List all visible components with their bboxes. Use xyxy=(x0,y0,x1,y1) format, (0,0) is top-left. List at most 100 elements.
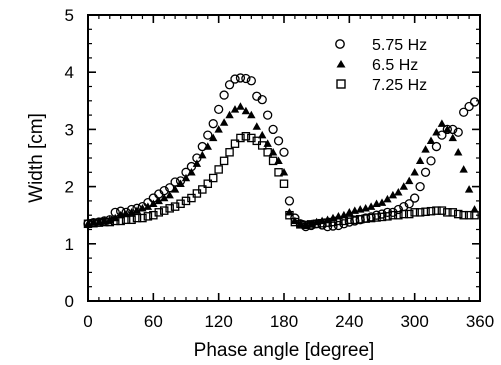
data-point-square xyxy=(127,215,136,225)
data-point-triangle xyxy=(366,202,376,210)
y-tick-label: 3 xyxy=(65,120,74,139)
data-point-triangle xyxy=(198,150,207,159)
data-point-square xyxy=(350,215,360,225)
data-point-triangle xyxy=(219,118,229,126)
legend-item-series-1: 5.75 Hz xyxy=(335,37,427,54)
legend-label-series-2: 6.5 Hz xyxy=(372,57,418,74)
data-point-triangle xyxy=(443,125,452,133)
data-point-square xyxy=(394,210,403,220)
data-point-square xyxy=(268,156,278,166)
data-point-triangle xyxy=(176,179,185,187)
x-tick-label: 300 xyxy=(400,312,428,331)
data-point-square xyxy=(236,133,245,143)
data-point-square xyxy=(257,141,267,150)
data-point-square xyxy=(143,212,153,221)
data-point-square xyxy=(328,217,338,227)
data-point-square xyxy=(443,208,452,217)
data-point-square xyxy=(274,168,283,177)
data-point-triangle xyxy=(377,198,387,206)
data-point-triangle xyxy=(160,193,169,202)
y-tick-label: 0 xyxy=(65,292,74,311)
data-point-square xyxy=(399,209,409,219)
data-point-circle xyxy=(404,199,414,209)
data-point-triangle xyxy=(181,173,191,182)
data-point-square xyxy=(404,209,414,219)
x-tick-label: 60 xyxy=(144,312,163,331)
data-point-triangle xyxy=(454,147,463,156)
data-point-triangle xyxy=(405,176,414,185)
data-point-square xyxy=(132,213,142,223)
data-point-triangle xyxy=(132,206,142,214)
data-point-square xyxy=(94,218,104,227)
x-tick-label: 180 xyxy=(270,312,298,331)
data-point-square xyxy=(89,218,98,228)
data-point-circle xyxy=(208,119,218,129)
data-point-square xyxy=(252,136,262,146)
x-axis-label: Phase angle [degree] xyxy=(194,340,375,361)
data-point-square xyxy=(334,216,343,226)
data-point-square xyxy=(361,214,370,223)
data-point-triangle xyxy=(165,190,174,199)
legend: 5.75 Hz 6.5 Hz 7.25 Hz xyxy=(335,37,427,94)
data-point-circle xyxy=(273,136,284,146)
data-point-triangle xyxy=(187,168,196,176)
data-point-circle xyxy=(284,196,295,206)
data-point-triangle xyxy=(170,185,180,193)
data-point-triangle xyxy=(421,145,430,153)
data-point-square xyxy=(154,208,164,217)
data-point-square xyxy=(208,173,218,183)
x-tick-label: 240 xyxy=(335,312,363,331)
legend-label-series-3: 7.25 Hz xyxy=(372,77,427,94)
data-point-triangle xyxy=(203,142,212,150)
data-point-circle xyxy=(279,147,289,157)
plot-area xyxy=(83,14,481,302)
legend-triangle-marker xyxy=(336,60,346,68)
data-point-square xyxy=(464,210,474,220)
data-point-triangle xyxy=(394,188,403,196)
data-point-triangle xyxy=(252,122,261,130)
data-point-triangle xyxy=(388,190,398,199)
data-point-circle xyxy=(246,76,256,86)
x-tick-labels: 0 60 120 180 240 300 360 xyxy=(83,312,494,331)
data-point-triangle xyxy=(230,105,240,113)
data-point-square xyxy=(149,210,158,220)
data-point-triangle xyxy=(448,133,457,142)
y-tick-labels: 0 1 2 3 4 5 xyxy=(65,6,74,311)
data-point-square xyxy=(203,179,213,188)
data-point-square xyxy=(285,210,294,220)
data-point-square xyxy=(448,208,458,217)
data-point-triangle xyxy=(143,202,153,210)
legend-item-series-2: 6.5 Hz xyxy=(336,57,418,74)
data-point-triangle xyxy=(154,196,163,205)
data-point-square xyxy=(214,165,223,174)
data-point-circle xyxy=(224,80,235,90)
data-point-square xyxy=(388,210,398,220)
data-point-triangle xyxy=(399,182,408,190)
data-point-square xyxy=(290,217,300,227)
data-point-triangle xyxy=(214,125,223,133)
data-point-square xyxy=(181,196,191,206)
data-point-triangle xyxy=(225,110,234,119)
x-tick-label: 120 xyxy=(204,312,232,331)
data-point-square xyxy=(263,148,272,157)
data-point-circle xyxy=(420,167,431,177)
data-point-square xyxy=(121,215,131,225)
data-point-square xyxy=(312,219,321,229)
data-point-triangle xyxy=(410,168,419,176)
data-point-circle xyxy=(257,95,267,105)
data-point-circle xyxy=(431,141,442,152)
data-point-triangle xyxy=(149,199,158,207)
data-point-square xyxy=(415,208,425,217)
data-point-triangle xyxy=(263,139,272,147)
data-point-triangle xyxy=(437,119,447,127)
data-point-square xyxy=(426,206,436,216)
x-tick-label: 0 xyxy=(83,312,92,331)
x-tick-label: 360 xyxy=(466,312,494,331)
data-point-square xyxy=(198,185,207,194)
data-point-square xyxy=(116,216,125,226)
data-point-square xyxy=(372,213,381,222)
legend-square-marker xyxy=(336,79,346,89)
data-point-square xyxy=(170,202,180,211)
data-point-square xyxy=(241,132,251,141)
